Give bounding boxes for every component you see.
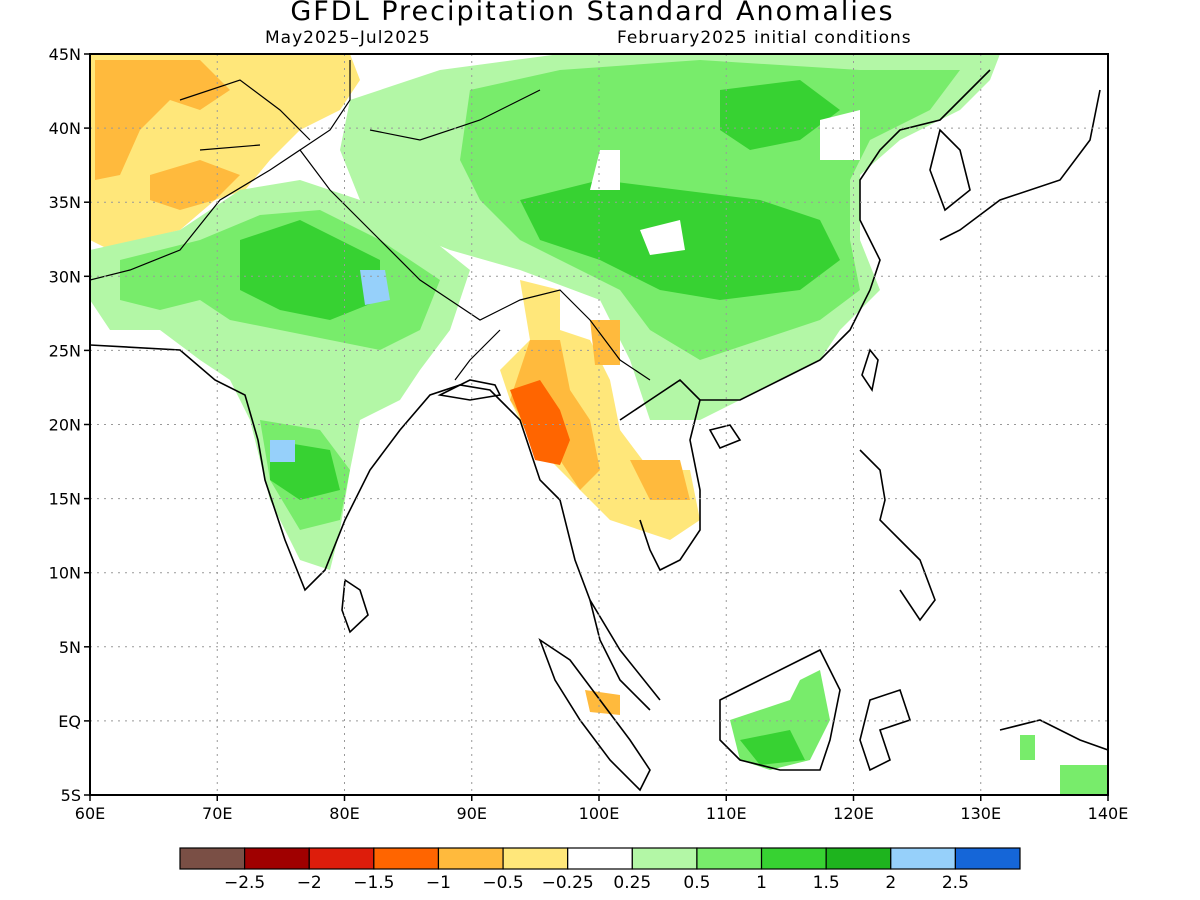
lon-tick-label: 100E [579,804,620,823]
colorbar-swatch [825,847,892,870]
dry-patch-china [590,110,860,255]
longitude-labels: 60E 70E 80E 90E 100E 110E 120E 130E 140E [75,804,1129,823]
colorbar-swatch [373,847,440,870]
colorbar-swatch [954,847,1021,870]
lon-tick-label: 60E [75,804,105,823]
sri-lanka [341,578,369,634]
sulawesi [859,688,912,772]
india-coastline [90,344,561,592]
colorbar-swatch [696,847,763,870]
lon-tick-label: 70E [202,804,232,823]
colorbar-swatch [502,847,569,870]
hainan [708,424,742,450]
colorbar-labels: −2.5 −2 −1.5 −1 −0.5 −0.25 0.25 0.5 1 1.5 2 2.5 [224,873,969,893]
lat-lon-grid [90,54,1108,795]
colorbar-swatch [244,847,310,870]
latitude-labels: 5S EQ 5N 10N 15N 20N 25N 30N 35N 40N 45N [49,45,81,805]
sumatra [538,637,651,792]
bay-of-bengal-delta [437,379,502,401]
lat-tick-label: 45N [49,45,81,64]
colorbar-tick-label: −2 [297,873,322,893]
colorbar-swatch [631,847,698,870]
dry-anomaly-central-asia-core [95,60,240,210]
colorbar-tick-label: 2.5 [942,873,969,893]
coastlines [90,60,1108,792]
lon-tick-label: 140E [1088,804,1129,823]
philippines [859,449,936,622]
lat-tick-label: 30N [49,267,81,286]
colorbar-tick-label: −0.5 [482,873,523,893]
lat-tick-label: 35N [49,193,81,212]
colorbar-tick-label: −1 [426,873,451,893]
lon-tick-label: 90E [457,804,487,823]
colorbar-tick-label: −2.5 [224,873,265,893]
lat-tick-label: 10N [49,564,81,583]
colorbar-swatch [437,847,504,870]
lat-tick-label: 20N [49,416,81,435]
colorbar-tick-label: 1 [756,873,767,893]
lon-tick-label: 80E [329,804,359,823]
new-guinea [999,719,1108,751]
lat-tick-label: 25N [49,341,81,360]
dry-anomaly-myanmar-strong [510,380,570,465]
wet-anomaly-borneo-core [740,730,805,765]
colorbar-swatch [567,847,633,870]
colorbar-tick-label: −0.25 [542,873,594,893]
chart-title: GFDL Precipitation Standard Anomalies [290,0,895,27]
lon-tick-label: 120E [833,804,874,823]
anomaly-field [90,54,1108,795]
colorbar-swatch [760,847,827,870]
country-borders [90,60,651,381]
taiwan [861,348,879,393]
wet-anomaly-china-strong [520,80,840,300]
colorbar-tick-label: 0.25 [613,873,651,893]
korea [929,128,971,212]
forecast-period: May2025–Jul2025 [265,28,431,48]
lon-tick-label: 110E [706,804,747,823]
lat-tick-label: 5S [61,786,81,805]
colorbar [179,847,1021,870]
colorbar-tick-label: 2 [885,873,896,893]
lat-tick-label: 40N [49,119,81,138]
colorbar-tick-label: 0.5 [683,873,710,893]
japan [939,89,1101,241]
lat-tick-label: 5N [59,638,81,657]
china-coastline [700,69,991,401]
colorbar-tick-label: −1.5 [353,873,394,893]
colorbar-swatch [890,847,956,870]
initial-conditions: February2025 initial conditions [617,28,912,48]
wet-anomaly-india-strong [240,220,380,500]
borneo [719,648,841,771]
strong-wet-patch [270,270,390,462]
colorbar-tick-label: 1.5 [813,873,840,893]
colorbar-swatch [179,847,246,870]
lat-tick-label: EQ [58,712,81,731]
wet-anomaly-new-guinea [1020,735,1108,795]
malay-peninsula [589,599,651,711]
lat-tick-label: 15N [49,490,81,509]
axis-ticks [84,53,1109,801]
lon-tick-label: 130E [960,804,1001,823]
colorbar-swatch [308,847,375,870]
